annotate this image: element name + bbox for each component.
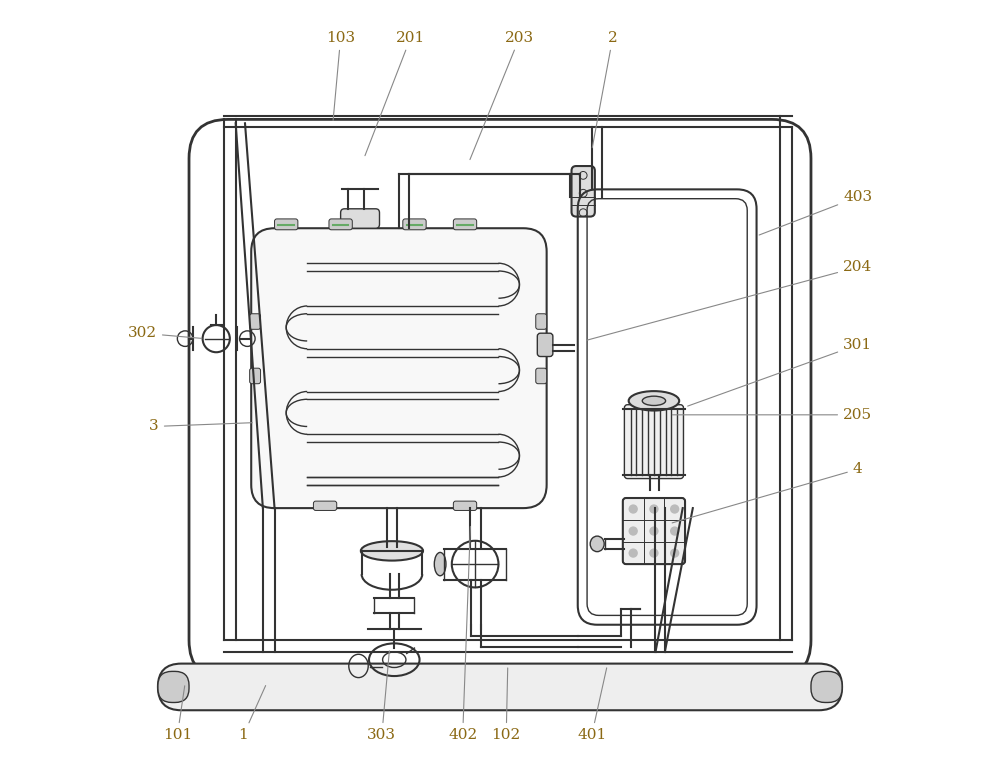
FancyBboxPatch shape [624,405,683,478]
FancyBboxPatch shape [623,498,685,564]
Ellipse shape [590,536,604,552]
Circle shape [629,548,638,557]
Circle shape [629,504,638,514]
FancyBboxPatch shape [158,671,189,702]
Text: 4: 4 [672,462,862,523]
Ellipse shape [361,541,423,561]
Circle shape [629,526,638,536]
Text: 402: 402 [448,526,477,742]
Text: 102: 102 [492,668,521,742]
FancyBboxPatch shape [251,228,547,508]
FancyBboxPatch shape [811,671,842,702]
FancyBboxPatch shape [453,219,477,229]
Text: 2: 2 [592,31,618,148]
Text: 403: 403 [759,190,872,235]
FancyBboxPatch shape [536,368,547,384]
Text: 201: 201 [365,31,425,156]
Text: 303: 303 [367,651,396,742]
Text: 101: 101 [163,686,192,742]
Ellipse shape [629,392,679,410]
Circle shape [670,504,679,514]
FancyBboxPatch shape [250,314,261,330]
Text: 401: 401 [577,668,607,742]
FancyBboxPatch shape [537,334,553,356]
FancyBboxPatch shape [572,166,595,217]
FancyBboxPatch shape [313,501,337,511]
FancyBboxPatch shape [341,209,379,228]
Text: 3: 3 [149,420,252,434]
Circle shape [670,526,679,536]
FancyBboxPatch shape [453,501,477,511]
Text: 301: 301 [688,337,872,406]
Text: 203: 203 [470,31,534,160]
Circle shape [670,548,679,557]
Text: 204: 204 [587,260,872,341]
Ellipse shape [434,553,446,576]
Circle shape [649,526,659,536]
FancyBboxPatch shape [158,664,842,710]
Ellipse shape [642,396,666,406]
FancyBboxPatch shape [403,219,426,229]
Text: 103: 103 [326,31,355,121]
Circle shape [649,548,659,557]
FancyBboxPatch shape [536,314,547,330]
FancyBboxPatch shape [329,219,352,229]
Text: 205: 205 [672,408,872,422]
FancyBboxPatch shape [275,219,298,229]
Text: 302: 302 [128,327,202,340]
FancyBboxPatch shape [250,368,261,384]
Text: 1: 1 [239,686,266,742]
Circle shape [649,504,659,514]
